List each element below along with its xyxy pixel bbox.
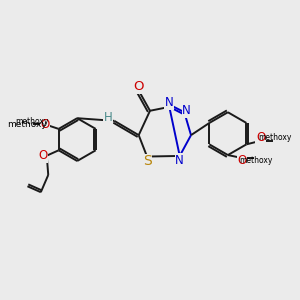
Text: N: N xyxy=(175,154,184,166)
Text: methoxy: methoxy xyxy=(240,157,273,166)
Text: O: O xyxy=(238,154,247,167)
Text: methoxy: methoxy xyxy=(7,120,47,129)
Text: O: O xyxy=(40,118,50,131)
Text: O: O xyxy=(39,149,48,162)
Text: N: N xyxy=(182,104,191,117)
Text: O: O xyxy=(134,80,144,93)
Text: S: S xyxy=(143,154,152,168)
Text: H: H xyxy=(103,111,112,124)
Text: N: N xyxy=(165,96,174,109)
Text: methoxy: methoxy xyxy=(15,117,49,126)
Text: O: O xyxy=(256,131,265,144)
Text: methoxy: methoxy xyxy=(258,133,292,142)
